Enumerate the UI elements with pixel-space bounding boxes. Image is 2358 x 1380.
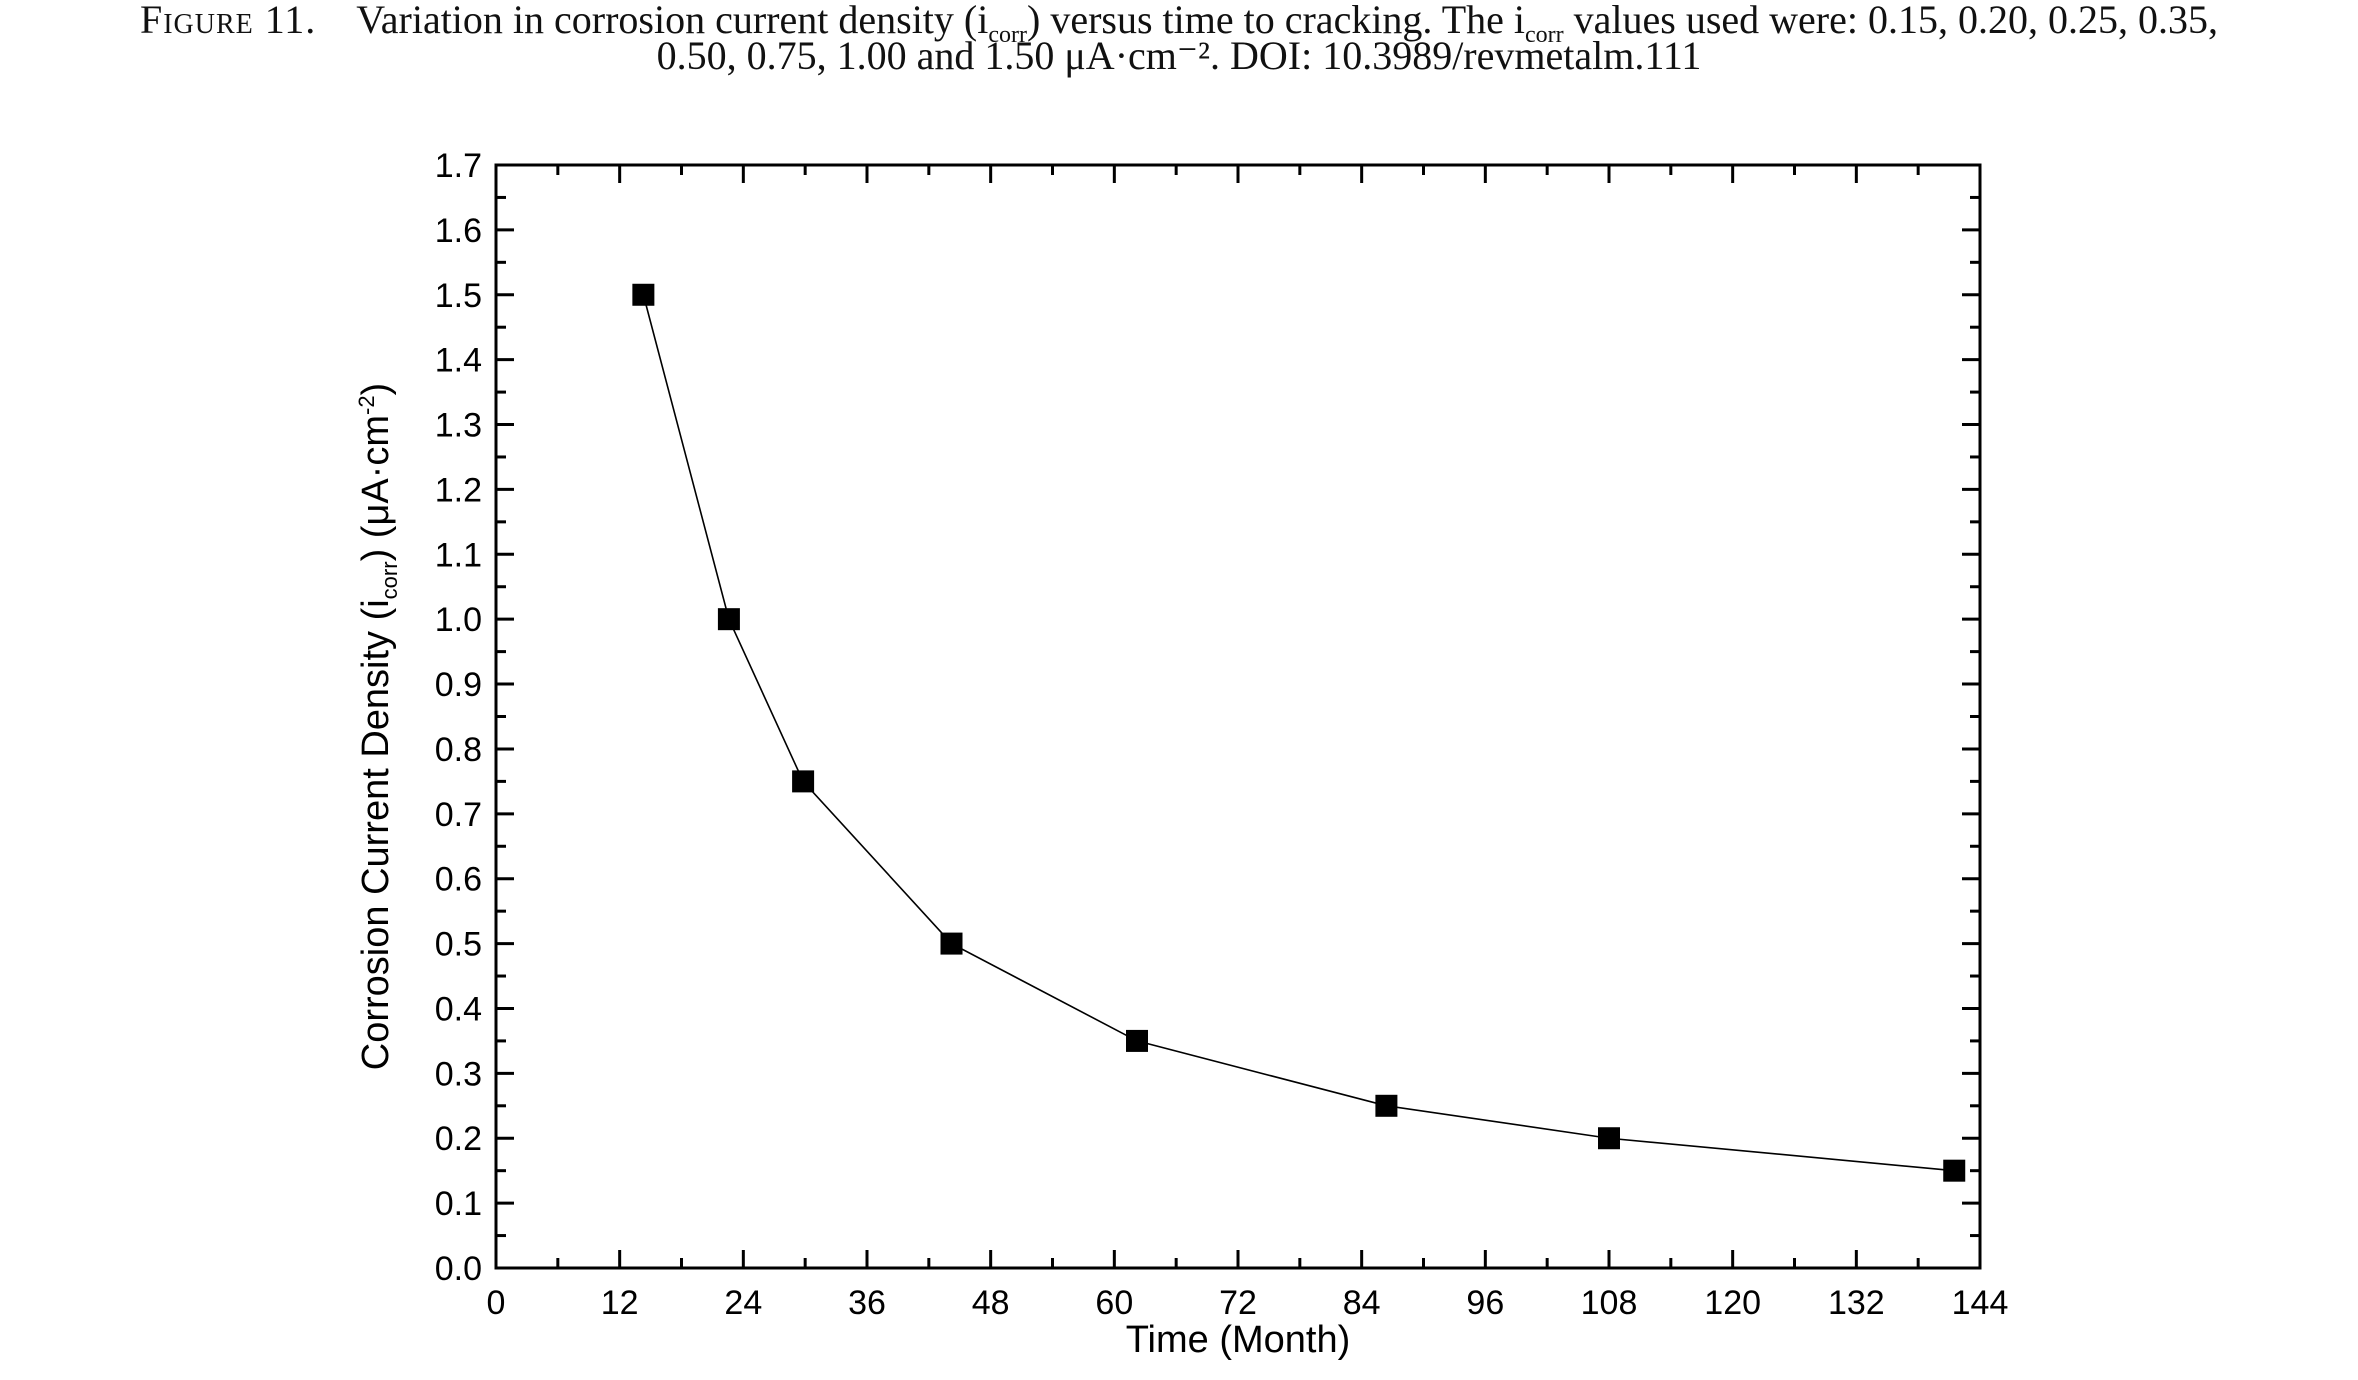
x-tick-label: 12 (601, 1284, 639, 1322)
caption-sub-1: corr (988, 22, 1027, 48)
y-tick-label: 0.8 (435, 731, 482, 769)
x-tick-label: 72 (1219, 1284, 1257, 1322)
data-point-marker (717, 608, 740, 631)
x-tick-labels: 0 12 24 36 48 60 72 84 96 108 120 132 144 (487, 1284, 2009, 1322)
y-tick-label: 0.1 (435, 1185, 482, 1223)
y-tick-label: 0.2 (435, 1120, 482, 1158)
x-tick-label: 0 (487, 1284, 506, 1322)
x-tick-label: 144 (1952, 1284, 2009, 1322)
x-tick-label: 96 (1466, 1284, 1504, 1322)
y-axis-title-sub: corr (377, 561, 402, 599)
data-point-marker (792, 770, 815, 793)
x-tick-label: 48 (972, 1284, 1010, 1322)
y-axis-title-sup: -2 (354, 395, 379, 415)
data-point-marker (1943, 1159, 1966, 1182)
plot-frame (494, 163, 1982, 1270)
y-tick-label: 1.3 (435, 407, 482, 445)
x-tick-label: 60 (1095, 1284, 1133, 1322)
figure-label: Figure 11. (139, 0, 317, 42)
data-point-marker (1598, 1127, 1620, 1150)
caption-text-1: Variation in corrosion current density (… (356, 0, 989, 42)
y-tick-label: 0.7 (435, 796, 482, 834)
y-tick-label: 0.5 (435, 926, 482, 964)
x-tick-label: 120 (1704, 1284, 1761, 1322)
data-point-marker (632, 283, 655, 306)
series-line (642, 294, 1955, 1172)
caption-text-3: values used were: 0.15, 0.20, 0.25, 0.35… (1563, 0, 2218, 42)
x-tick-label: 132 (1828, 1284, 1885, 1322)
y-tick-labels: 0.0 0.1 0.2 0.3 0.4 0.5 0.6 0.7 0.8 0.9 1.0 1.1 1.2 1… (435, 147, 482, 1288)
y-tick-label: 1.6 (435, 212, 482, 250)
y-axis-title-close: ) (355, 383, 397, 396)
y-tick-label: 1.1 (435, 536, 482, 574)
x-tick-label: 108 (1581, 1284, 1638, 1322)
y-axis-title: Corrosion Current Density (icorr) (μA·cm… (354, 383, 402, 1070)
y-tick-label: 0.0 (435, 1250, 482, 1288)
x-axis-title: Time (Month) (1126, 1319, 1351, 1361)
y-tick-label: 1.4 (435, 342, 482, 380)
tick-marks (494, 163, 1982, 1270)
y-tick-label: 1.7 (435, 147, 482, 185)
caption-text-2: ) versus time to cracking. The i (1027, 0, 1526, 42)
y-tick-label: 1.5 (435, 277, 482, 315)
data-point-marker (940, 932, 963, 955)
x-tick-label: 36 (848, 1284, 886, 1322)
caption-line-2: 0.50, 0.75, 1.00 and 1.50 μA·cm⁻². DOI: … (656, 33, 1702, 78)
y-tick-label: 1.0 (435, 601, 482, 639)
data-point-marker (1375, 1094, 1398, 1117)
y-tick-label: 0.9 (435, 666, 482, 704)
y-tick-label: 0.6 (435, 861, 482, 899)
x-tick-label: 84 (1343, 1284, 1381, 1322)
y-tick-label: 0.3 (435, 1055, 482, 1093)
y-tick-label: 1.2 (435, 471, 482, 509)
caption-sub-2: corr (1525, 22, 1564, 48)
y-tick-label: 0.4 (435, 990, 482, 1028)
y-axis-title-end: ) (μA·cm (355, 415, 397, 561)
caption-line-1: Figure 11. Variation in corrosion current… (0, 0, 2358, 55)
data-point-marker (1126, 1029, 1149, 1052)
x-tick-label: 24 (724, 1284, 762, 1322)
y-axis-title-main: Corrosion Current Density (i (355, 599, 397, 1070)
data-markers (632, 283, 1966, 1182)
